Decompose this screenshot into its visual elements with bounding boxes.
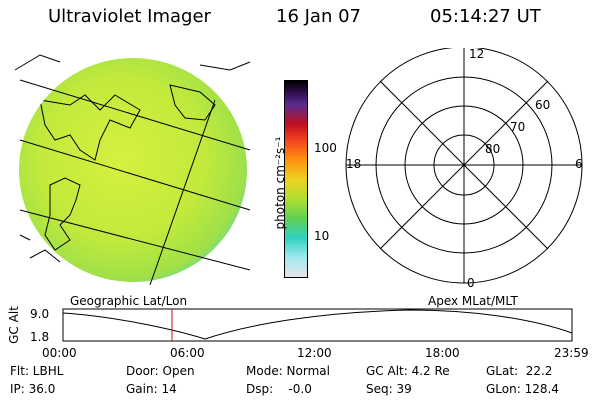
polar-label-0: 0	[467, 276, 475, 290]
time-tick-1800: 18:00	[425, 346, 460, 360]
uv-earth-image	[14, 54, 251, 286]
lat-label-80: 80	[485, 142, 501, 156]
colorbar-tick-10: 10	[314, 229, 330, 243]
polar-label-12: 12	[469, 47, 485, 61]
status-ip: IP: 36.0	[10, 382, 56, 396]
altitude-tick-9: 9.0	[30, 307, 50, 321]
time-tick-2359: 23:59	[554, 346, 589, 360]
status-mode: Mode: Normal	[246, 364, 330, 378]
mlat-mlt-polar-plot	[345, 48, 583, 284]
time-tick-0000: 00:00	[42, 346, 77, 360]
lat-label-70: 70	[510, 120, 526, 134]
status-gain: Gain: 14	[126, 382, 177, 396]
lat-label-60: 60	[535, 98, 551, 112]
altitude-timeline-plot	[62, 308, 573, 342]
time-tick-0600: 06:00	[170, 346, 205, 360]
time-label: 05:14:27 UT	[430, 6, 541, 27]
polar-label-18: 18	[346, 157, 362, 171]
polar-label-6: 6	[575, 157, 583, 171]
status-glon: GLon: 128.4	[486, 382, 559, 396]
instrument-title: Ultraviolet Imager	[48, 6, 211, 27]
apex-projection-label: Apex MLat/MLT	[428, 294, 518, 308]
colorbar-unit-label: photon cm⁻²s⁻¹	[273, 136, 287, 230]
status-seq: Seq: 39	[366, 382, 412, 396]
status-glat: GLat: 22.2	[486, 364, 553, 378]
altitude-axis-label: GC Alt	[7, 306, 21, 344]
color-scale-bar	[284, 80, 308, 278]
geographic-projection-label: Geographic Lat/Lon	[70, 294, 188, 308]
status-dsp: Dsp: -0.0	[246, 382, 312, 396]
altitude-tick-1-8: 1.8	[30, 330, 50, 344]
status-gc-alt: GC Alt: 4.2 Re	[366, 364, 450, 378]
date-label: 16 Jan 07	[276, 6, 361, 27]
colorbar-tick-100: 100	[314, 141, 337, 155]
status-door: Door: Open	[126, 364, 195, 378]
status-filter: Flt: LBHL	[10, 364, 64, 378]
time-tick-1200: 12:00	[297, 346, 332, 360]
